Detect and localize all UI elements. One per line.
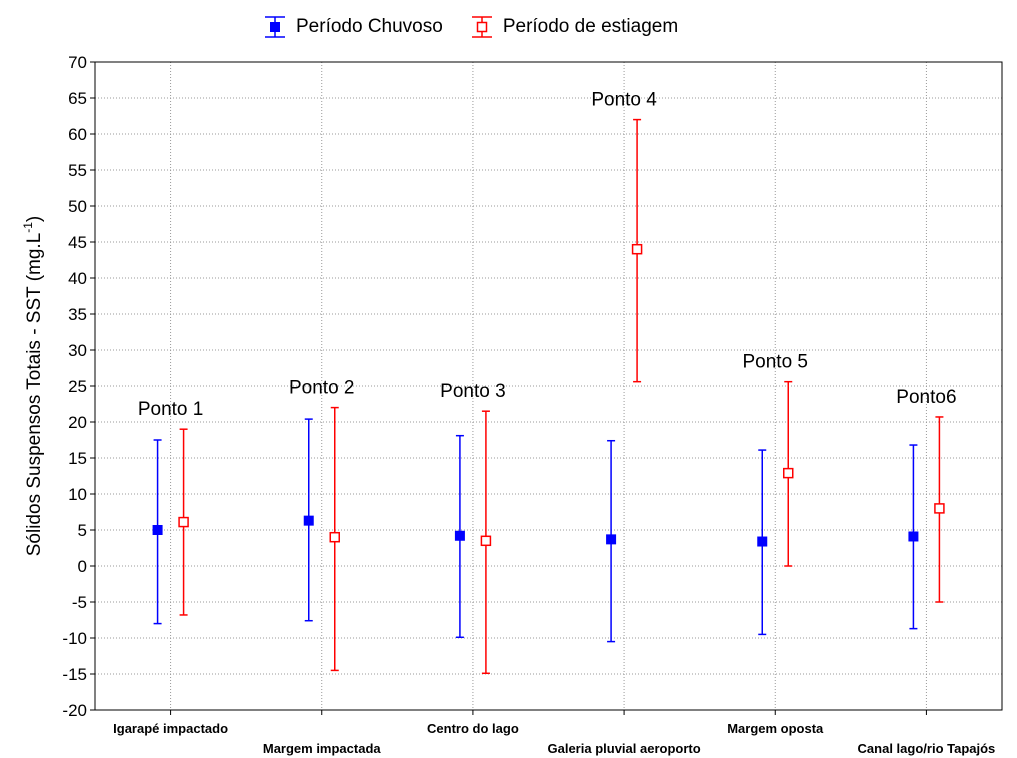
y-tick-label: 5 — [78, 521, 87, 540]
point-label: Ponto6 — [896, 387, 956, 408]
plot-frame — [94, 61, 1003, 711]
mean-marker — [934, 503, 945, 514]
y-tick-label: 35 — [68, 305, 87, 324]
legend-item-chuvoso: Período Chuvoso — [262, 14, 443, 40]
y-tick-label: 10 — [68, 485, 87, 504]
y-tick-label: -5 — [72, 593, 87, 612]
mean-marker — [152, 525, 163, 535]
y-tick-label: 50 — [68, 197, 87, 216]
y-tick-label: 30 — [68, 341, 87, 360]
y-tick-label: 40 — [68, 269, 87, 288]
y-tick-label: 60 — [68, 125, 87, 144]
mean-marker — [454, 530, 465, 541]
legend-label-estiagem: Período de estiagem — [502, 16, 679, 37]
y-tick-label: 45 — [68, 233, 87, 252]
x-tick-label: Margem oposta — [727, 721, 824, 736]
mean-marker — [606, 534, 617, 545]
y-tick-label: 70 — [68, 53, 87, 72]
y-tick-label: 65 — [68, 89, 87, 108]
mean-marker — [329, 531, 340, 543]
mean-marker — [178, 516, 189, 528]
mean-marker — [303, 515, 314, 526]
point-label: Ponto 2 — [289, 378, 355, 399]
mean-marker — [783, 467, 794, 479]
chart-legend: Período Chuvoso Período de estiagem — [262, 12, 704, 42]
x-tick-label: Centro do lago — [427, 721, 519, 736]
y-tick-label: -20 — [62, 701, 87, 720]
point-label: Ponto 1 — [138, 399, 204, 420]
y-axis-label: Sólidos Suspensos Totais - SST (mg.L-1) — [21, 216, 45, 557]
x-tick-label: Igarapé impactado — [113, 721, 228, 736]
y-tick-label: 0 — [78, 557, 87, 576]
y-tick-label: 20 — [68, 413, 87, 432]
x-tick-label: Galeria pluvial aeroporto — [548, 741, 701, 756]
mean-marker — [631, 243, 643, 255]
x-tick-label: Canal lago/rio Tapajós — [858, 741, 996, 756]
y-tick-label: -15 — [62, 665, 87, 684]
point-label: Ponto 5 — [743, 352, 809, 373]
legend-marker-chuvoso — [265, 16, 285, 38]
mean-marker — [480, 535, 492, 547]
legend-label-chuvoso: Período Chuvoso — [296, 16, 443, 37]
point-label: Ponto 4 — [591, 90, 657, 111]
mean-marker — [908, 531, 919, 542]
y-tick-label: 15 — [68, 449, 87, 468]
y-tick-label: -10 — [62, 629, 87, 648]
point-label: Ponto 3 — [440, 381, 506, 402]
x-tick-label: Margem impactada — [263, 741, 382, 756]
y-tick-label: 25 — [68, 377, 87, 396]
y-tick-label: 55 — [68, 161, 87, 180]
legend-marker-estiagem — [471, 16, 492, 38]
legend-item-estiagem: Período de estiagem — [469, 14, 678, 40]
mean-marker — [757, 536, 768, 547]
